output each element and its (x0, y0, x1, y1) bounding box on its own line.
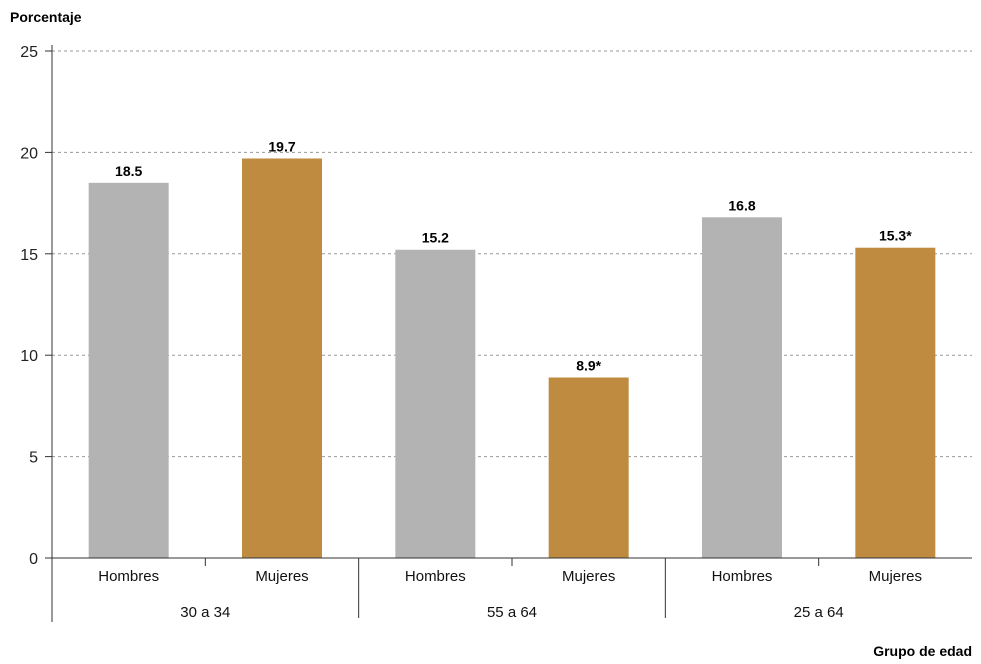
group-label: 55 a 64 (487, 604, 537, 621)
y-axis-ticks: 0 5 10 15 20 25 (20, 44, 52, 568)
category-label: Mujeres (562, 568, 615, 585)
y-tick-label: 5 (29, 450, 38, 467)
y-tick-label: 15 (20, 247, 38, 264)
bar-value-label: 15.2 (422, 230, 449, 246)
bar-value-label: 18.5 (115, 163, 142, 179)
category-label: Hombres (405, 568, 466, 585)
bar (855, 247, 936, 558)
y-tick-label: 0 (29, 551, 38, 568)
axes (51, 45, 972, 622)
bar-value-label: 15.3* (879, 228, 912, 244)
group-label: 25 a 64 (794, 604, 844, 621)
group-label: 30 a 34 (180, 604, 230, 621)
gridlines (52, 50, 972, 458)
category-label: Mujeres (255, 568, 308, 585)
y-axis-title: Porcentaje (10, 9, 82, 25)
category-label: Hombres (98, 568, 159, 585)
bars: 18.5 19.7 15.2 8.9* 16.8 15.3* (88, 138, 936, 558)
x-axis-title: Grupo de edad (873, 643, 972, 659)
bar-value-label: 19.7 (268, 138, 295, 154)
bar (548, 377, 629, 558)
category-label: Hombres (712, 568, 773, 585)
bar-value-label: 8.9* (576, 358, 601, 374)
y-tick-label: 10 (20, 348, 38, 365)
bar (88, 182, 169, 558)
bar (702, 217, 782, 558)
bar (242, 158, 322, 558)
category-label: Mujeres (869, 568, 922, 585)
y-tick-label: 25 (20, 44, 38, 61)
x-axis-categories: Hombres Mujeres 30 a 34 Hombres Mujeres 55 a … (98, 568, 922, 621)
bar-value-label: 16.8 (728, 197, 755, 213)
bar (395, 249, 476, 558)
y-tick-label: 20 (20, 145, 38, 162)
